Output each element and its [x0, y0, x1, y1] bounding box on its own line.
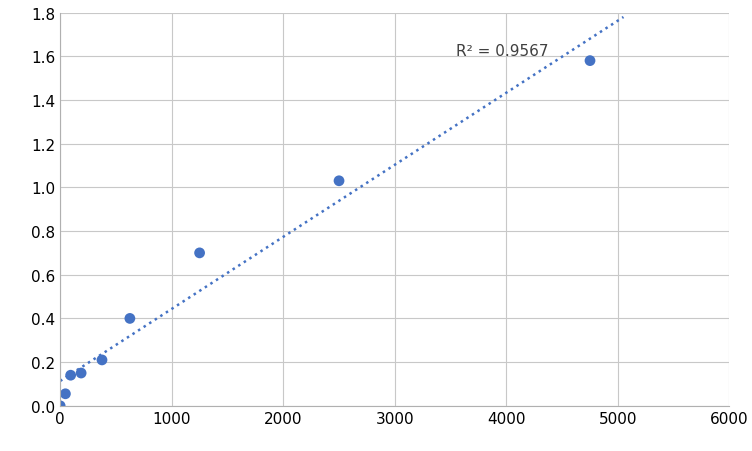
Point — [54, 402, 66, 410]
Point — [193, 250, 205, 257]
Point — [124, 315, 136, 322]
Text: R² = 0.9567: R² = 0.9567 — [456, 44, 549, 59]
Point — [65, 372, 77, 379]
Point — [333, 178, 345, 185]
Point — [96, 356, 108, 364]
Point — [75, 370, 87, 377]
Point — [584, 58, 596, 65]
Point — [59, 390, 71, 397]
